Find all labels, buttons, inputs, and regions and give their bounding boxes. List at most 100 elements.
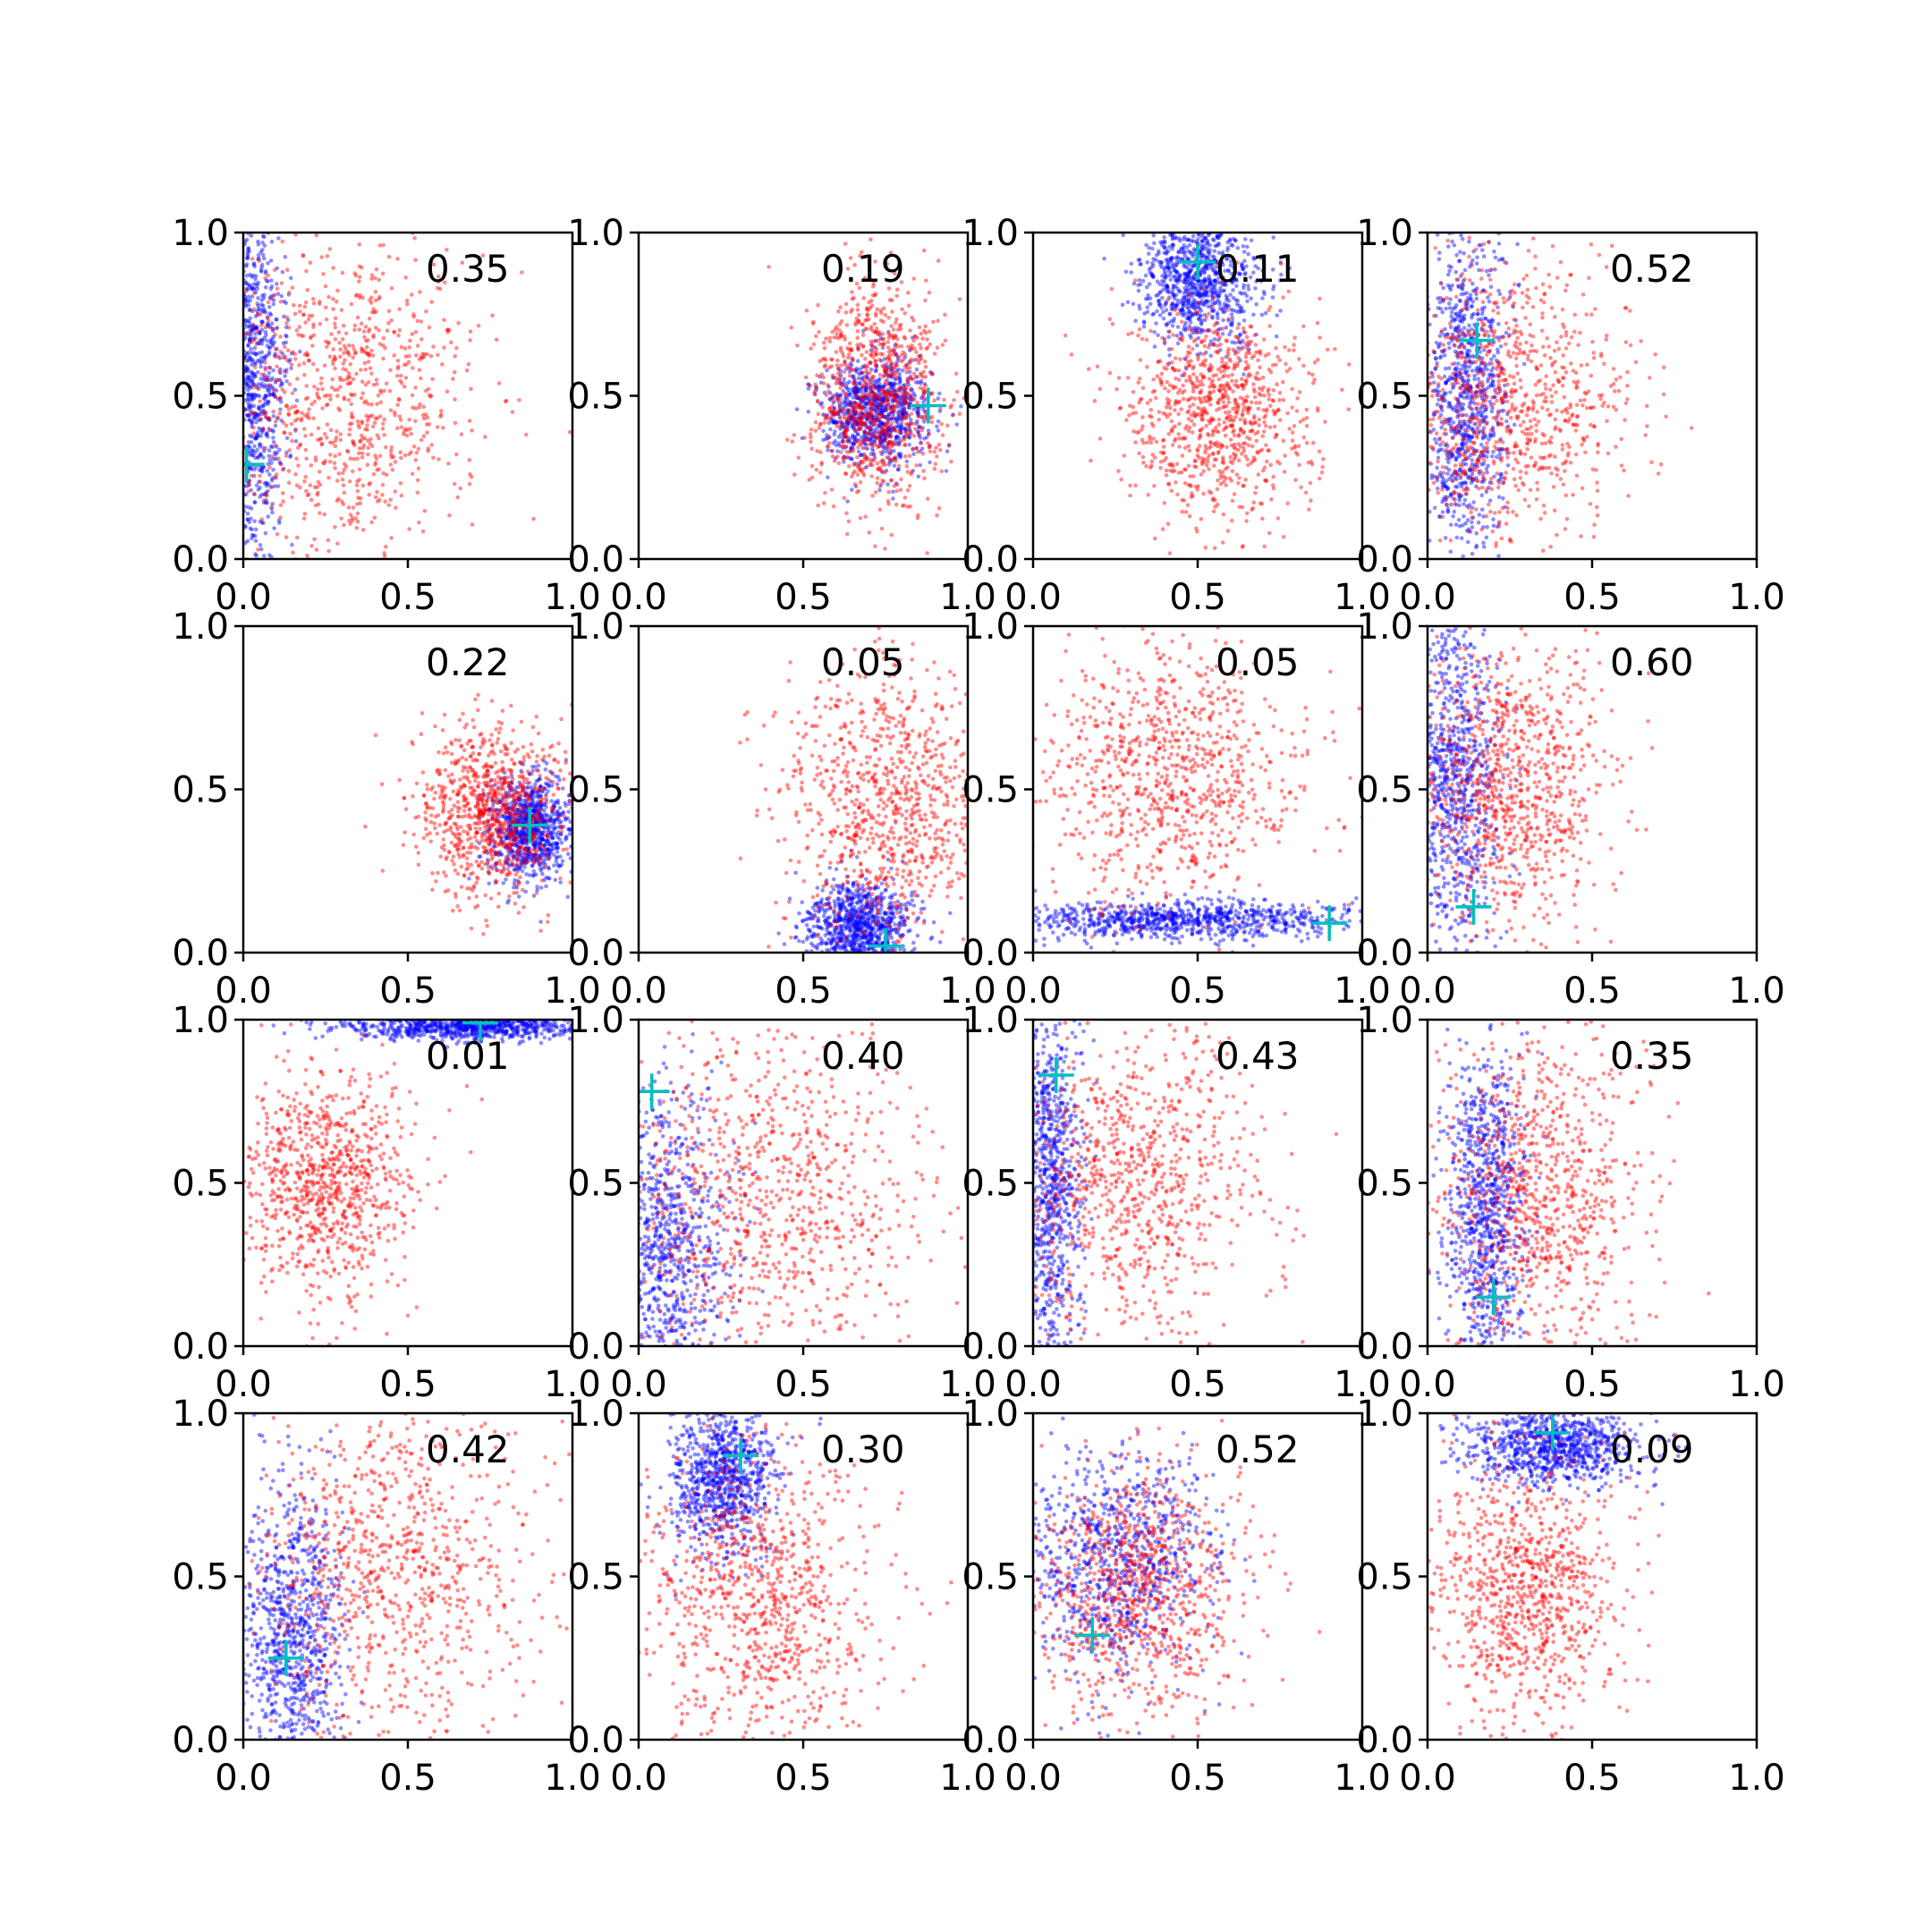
red-point [1122, 453, 1127, 458]
blue-point [873, 394, 877, 399]
red-point [1170, 462, 1174, 467]
blue-point [1238, 332, 1242, 337]
blue-point [898, 428, 903, 433]
blue-point [245, 517, 250, 521]
red-point [869, 408, 873, 413]
red-point [902, 503, 907, 508]
red-point [1243, 354, 1249, 360]
blue-point [1136, 258, 1141, 262]
red-point [1241, 402, 1246, 406]
red-point [417, 405, 422, 410]
red-point [927, 432, 931, 436]
red-point [1164, 473, 1169, 478]
red-point [848, 256, 853, 260]
red-point [1228, 437, 1233, 442]
blue-point [893, 428, 897, 433]
red-point [866, 426, 871, 430]
red-point [838, 333, 843, 338]
blue-point [1253, 286, 1258, 291]
blue-point [1251, 257, 1257, 261]
red-point [1251, 455, 1257, 460]
red-point [851, 405, 855, 411]
blue-point [259, 381, 264, 386]
blue-point [902, 434, 907, 439]
blue-point [832, 419, 837, 425]
blue-point [267, 370, 272, 376]
red-point [1223, 467, 1228, 471]
blue-point [886, 428, 891, 432]
red-point [836, 399, 842, 404]
red-point [1166, 481, 1171, 487]
red-point [835, 424, 839, 429]
red-point [362, 360, 368, 366]
blue-point [847, 392, 852, 397]
red-point [852, 416, 857, 420]
blue-point [909, 394, 913, 399]
red-point [819, 462, 824, 467]
red-point [392, 329, 397, 335]
blue-point [871, 415, 876, 419]
blue-point [258, 547, 264, 552]
blue-point [1204, 286, 1208, 291]
blue-point [252, 415, 257, 419]
red-point [923, 298, 928, 303]
red-point [392, 353, 397, 358]
red-point [274, 472, 279, 477]
red-point [815, 399, 820, 404]
blue-point [267, 448, 272, 453]
red-point [396, 364, 401, 369]
red-point [339, 516, 343, 521]
red-point [1290, 438, 1295, 443]
blue-point [1224, 325, 1229, 330]
red-point [894, 362, 900, 368]
red-point [936, 442, 942, 447]
red-point [862, 393, 868, 398]
red-point [368, 413, 373, 419]
blue-point [1167, 312, 1173, 317]
red-point [887, 298, 893, 302]
red-point [836, 327, 842, 332]
blue-point [853, 420, 859, 426]
blue-point [1208, 248, 1213, 253]
blue-point [252, 351, 258, 356]
red-point [864, 369, 869, 374]
blue-point [898, 452, 903, 456]
blue-point [874, 392, 878, 397]
red-point [826, 389, 831, 394]
blue-point [1182, 291, 1187, 295]
red-point [1246, 406, 1251, 411]
blue-point [858, 367, 862, 372]
blue-point [1198, 272, 1203, 277]
red-point [268, 563, 273, 567]
red-point [869, 474, 874, 479]
red-point [1219, 365, 1224, 369]
blue-point [1237, 303, 1241, 309]
red-point [1148, 465, 1153, 470]
blue-point [1236, 271, 1241, 275]
red-point [862, 454, 867, 460]
red-point [817, 329, 821, 335]
red-point [426, 448, 431, 453]
blue-point [253, 360, 258, 365]
red-point [854, 317, 860, 321]
red-point [354, 483, 360, 487]
red-point [370, 424, 376, 429]
red-point [1241, 429, 1246, 434]
red-point [902, 396, 906, 402]
blue-point [247, 294, 251, 300]
red-point [348, 521, 352, 526]
red-point [874, 347, 879, 352]
red-point [810, 321, 816, 326]
blue-point [249, 392, 254, 397]
red-point [307, 416, 311, 420]
blue-point [872, 439, 877, 445]
blue-point [249, 404, 254, 410]
blue-point [1158, 289, 1164, 294]
blue-point [1203, 236, 1208, 241]
blue-point [856, 415, 860, 419]
red-point [1340, 387, 1344, 393]
red-point [1267, 448, 1272, 453]
red-point [845, 454, 850, 460]
red-point [1224, 425, 1229, 429]
blue-point [1147, 267, 1152, 272]
